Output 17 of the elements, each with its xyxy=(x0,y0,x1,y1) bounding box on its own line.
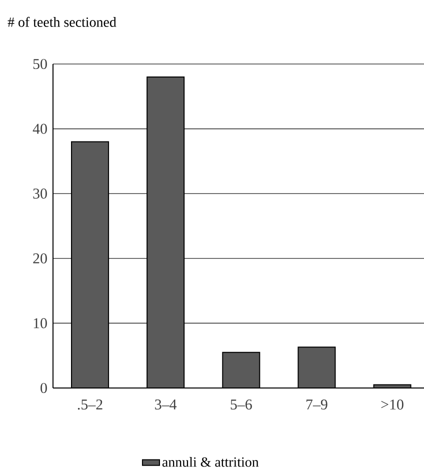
bar xyxy=(72,142,109,388)
legend-label: annuli & attrition xyxy=(162,456,259,467)
bar xyxy=(298,347,336,388)
x-tick-label: >10 xyxy=(381,399,404,410)
y-tick-label: 30 xyxy=(33,188,47,199)
y-tick-label: 10 xyxy=(34,318,47,328)
bar xyxy=(222,352,260,388)
y-tick-label: 0 xyxy=(40,382,47,394)
y-tick-label: 20 xyxy=(33,253,47,264)
x-tick-label: 5–6 xyxy=(230,399,252,410)
bar xyxy=(147,76,184,388)
y-tick-label: 40 xyxy=(32,124,47,134)
x-tick-label: .5–2 xyxy=(78,399,102,410)
y-axis-title: # of teeth sectioned xyxy=(8,16,116,27)
x-tick-label: 7–9 xyxy=(306,399,328,410)
y-tick-label: 50 xyxy=(33,58,47,70)
x-tick-label: 3–4 xyxy=(155,399,177,410)
